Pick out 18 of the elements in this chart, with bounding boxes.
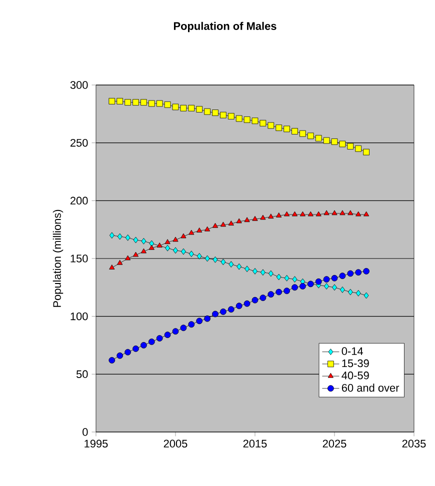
x-tick-label: 2015 (243, 440, 267, 448)
y-tick-label: 50 (76, 370, 88, 378)
y-tick-label: 150 (70, 254, 88, 262)
legend-label: 0-14 (342, 347, 363, 356)
y-tick-label: 100 (70, 312, 88, 320)
legend-label: 15-39 (342, 359, 369, 368)
y-tick-label: 0 (82, 428, 88, 436)
y-axis-title: Population (millions) (52, 210, 64, 307)
x-tick-label: 2025 (322, 440, 346, 448)
y-tick-label: 200 (70, 196, 88, 205)
x-tick-label: 2035 (402, 440, 426, 448)
y-tick-label: 300 (70, 81, 88, 89)
x-tick-label: 2005 (164, 440, 188, 448)
legend-label: 60 and over (342, 384, 400, 392)
legend-label: 40-59 (342, 372, 369, 380)
chart-title: Population of Males (174, 22, 276, 32)
x-tick-label: 1995 (84, 440, 108, 448)
y-tick-label: 250 (70, 138, 88, 147)
